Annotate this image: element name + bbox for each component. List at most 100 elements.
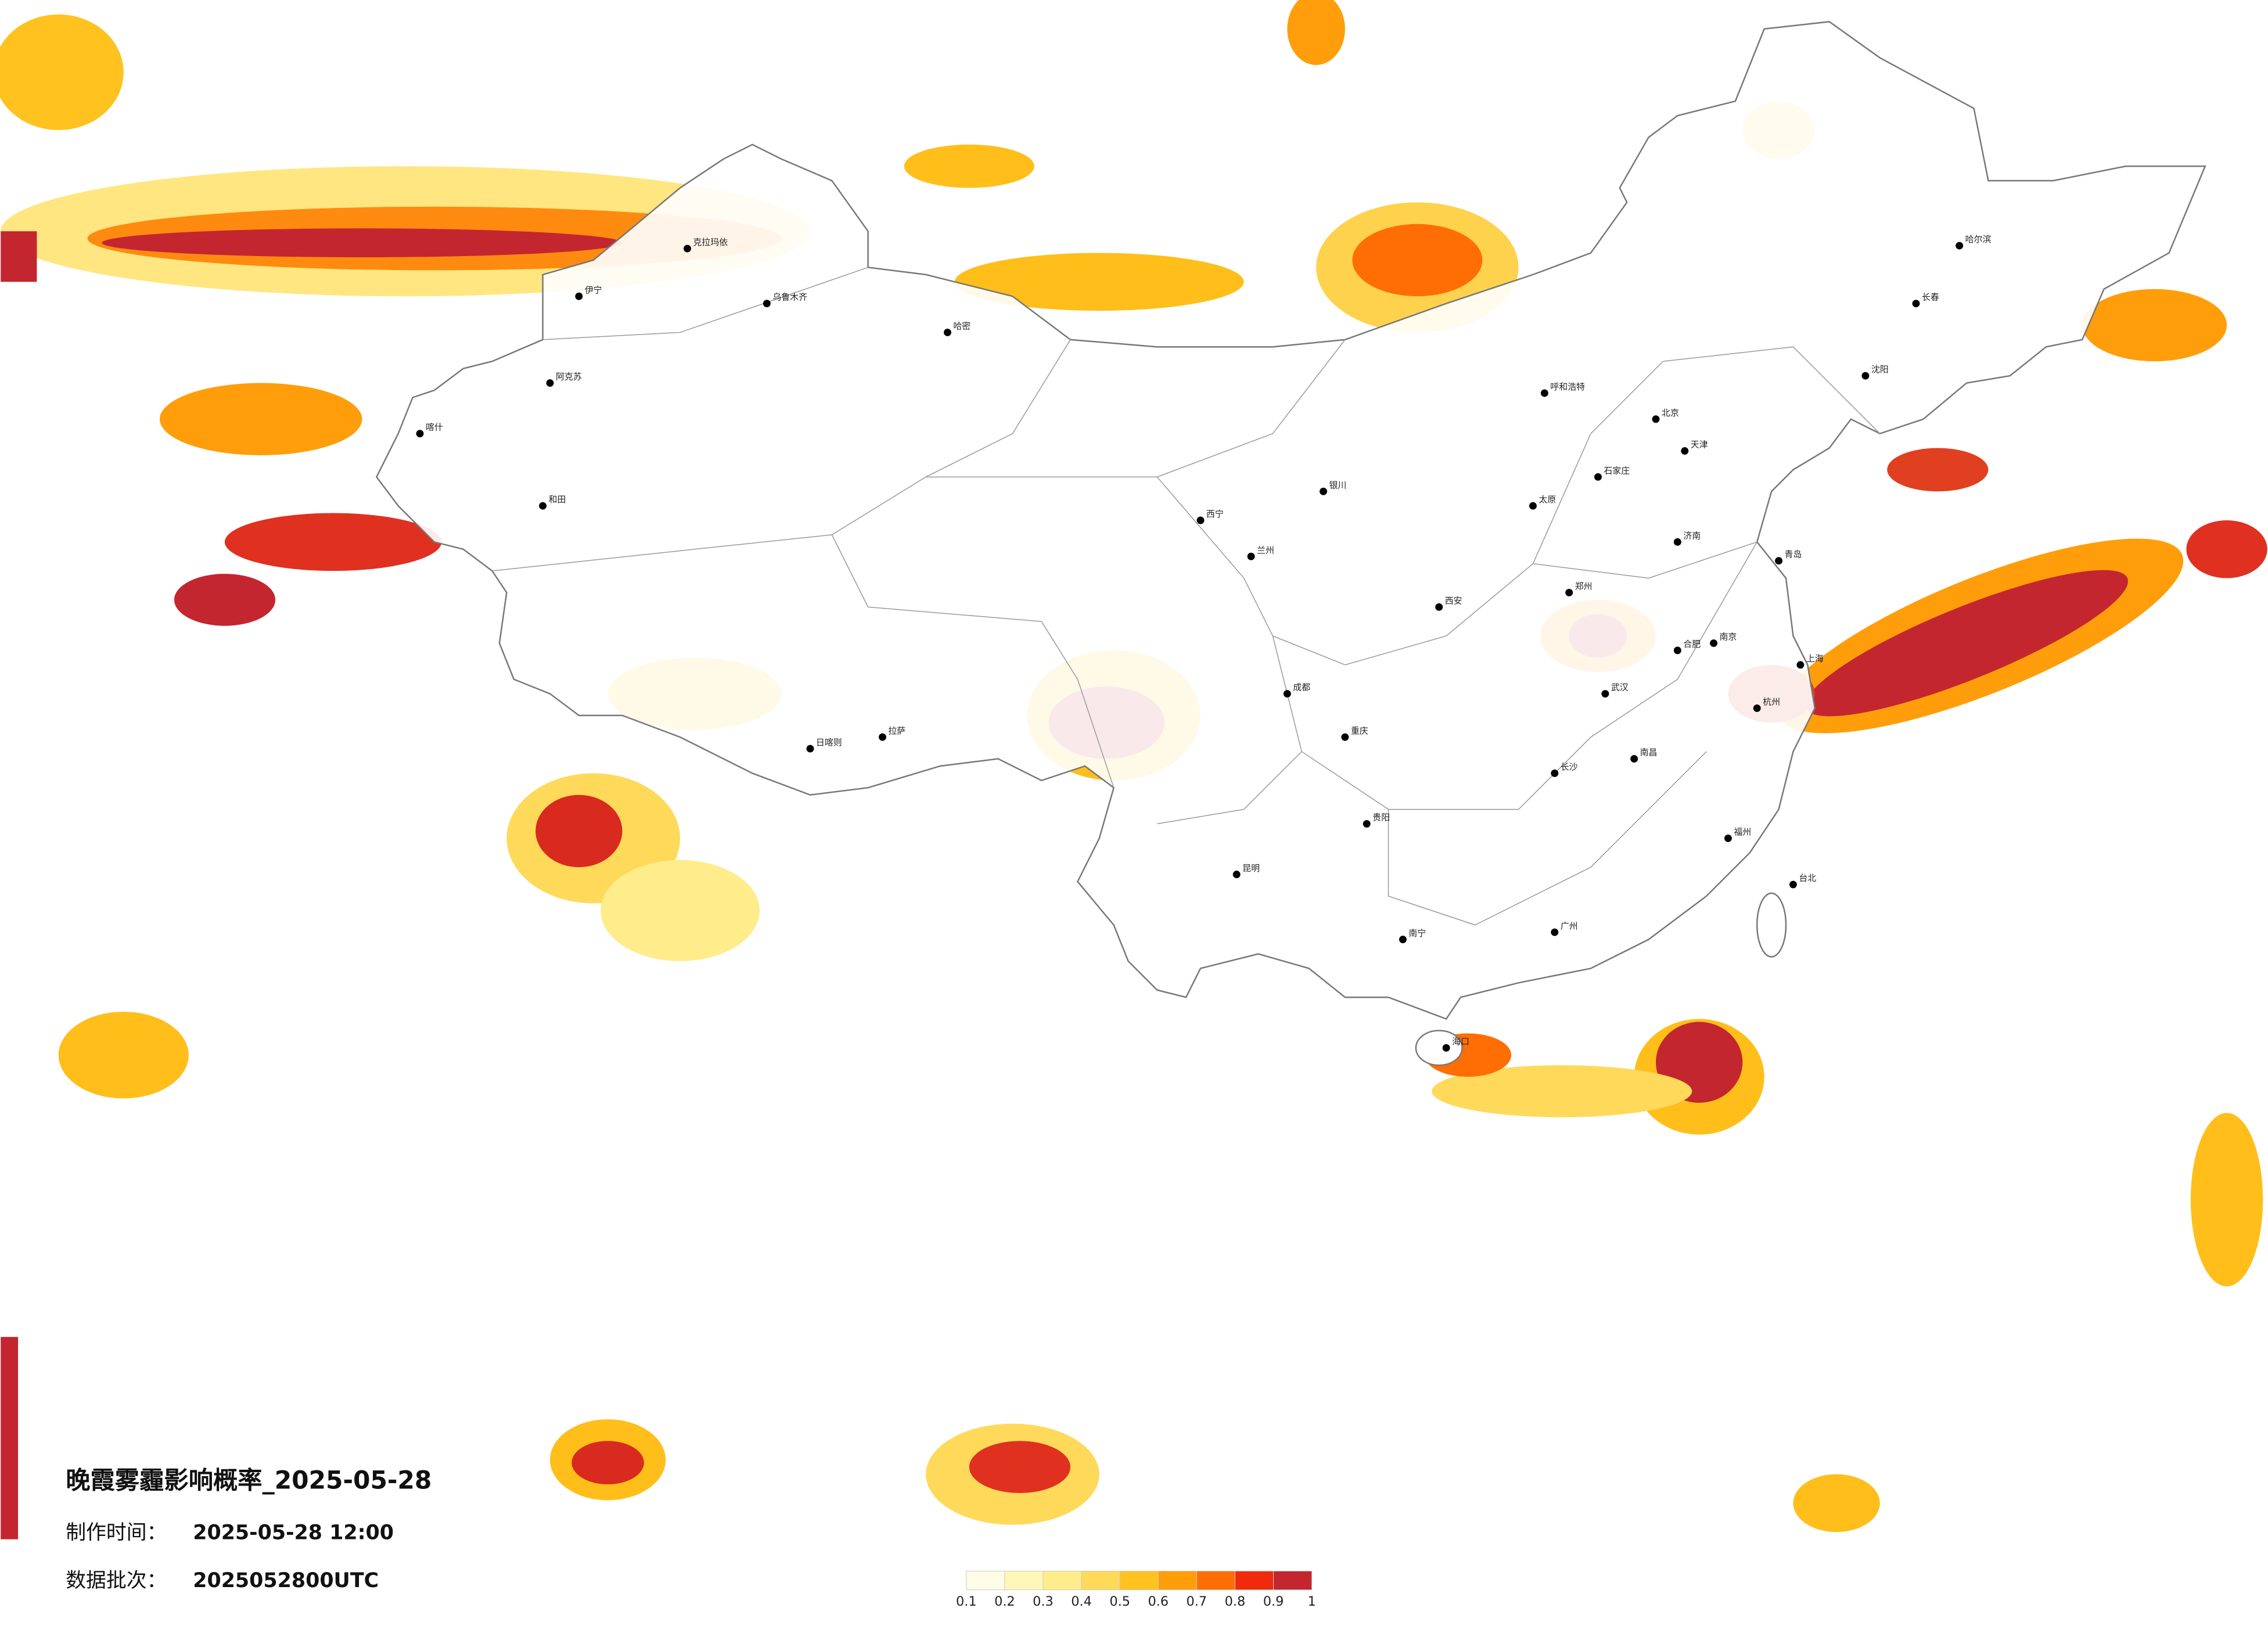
city-dot [1630, 755, 1638, 763]
city-label: 广州 [1561, 920, 1578, 931]
city-label: 南昌 [1640, 747, 1658, 758]
city-label: 北京 [1662, 408, 1679, 418]
haze-area [572, 1441, 644, 1485]
city-dot [1442, 1044, 1450, 1052]
legend-swatch [1004, 1570, 1044, 1591]
province-borders [492, 267, 1881, 926]
city-dot [1540, 389, 1548, 397]
city-label: 沈阳 [1871, 364, 1889, 375]
city-dot [1363, 820, 1371, 828]
city-dot [1681, 447, 1689, 455]
city-label: 石家庄 [1604, 465, 1630, 476]
city-dot [539, 502, 547, 510]
haze-area [0, 14, 124, 130]
haze-area [174, 574, 276, 626]
haze-area [1793, 1474, 1880, 1533]
city-label: 长春 [1922, 292, 1939, 303]
legend-swatch [1234, 1570, 1274, 1591]
city-dot [763, 300, 771, 308]
legend-swatch [1081, 1570, 1120, 1591]
map-title: 晚霞雾霾影响概率_2025-05-28 [66, 1466, 432, 1495]
legend-swatch [1158, 1570, 1197, 1591]
city-dot [1399, 936, 1407, 944]
haze-area [2186, 520, 2267, 578]
legend-swatch [1196, 1570, 1235, 1591]
legend-swatch [966, 1570, 1005, 1591]
legend-label: 0.2 [994, 1594, 1015, 1609]
batch-value: 2025052800UTC [193, 1569, 379, 1592]
city-label: 克拉玛依 [693, 237, 728, 247]
city-dot [1565, 588, 1573, 596]
city-dot [943, 328, 951, 336]
hainan-border [1415, 1030, 1463, 1066]
city-label: 西安 [1445, 595, 1462, 606]
city-label: 长沙 [1561, 762, 1578, 772]
haze-area [159, 383, 362, 455]
city-dot [1283, 690, 1291, 698]
haze-area [2190, 1113, 2263, 1287]
city-dot [1796, 661, 1805, 669]
taiwan-border [1756, 892, 1787, 958]
legend-swatch [1043, 1570, 1082, 1591]
city-dot [1789, 880, 1797, 888]
city-label: 哈密 [953, 321, 971, 331]
city-dot [1196, 516, 1205, 524]
legend-label: 0.3 [1033, 1594, 1054, 1609]
city-dot [1594, 473, 1602, 481]
batch-label: 数据批次： [66, 1569, 167, 1592]
city-label: 济南 [1683, 530, 1701, 541]
city-label: 西宁 [1206, 509, 1224, 519]
city-label: 南京 [1720, 632, 1737, 642]
city-dot [1775, 557, 1783, 565]
city-dot [1341, 733, 1349, 741]
city-dot [546, 379, 554, 387]
city-label: 贵阳 [1372, 812, 1390, 823]
city-label: 重庆 [1351, 725, 1368, 736]
city-dot [1652, 415, 1660, 423]
city-label: 太原 [1539, 494, 1556, 505]
city-dot [878, 733, 886, 741]
city-dot [1710, 639, 1718, 647]
city-label: 兰州 [1257, 545, 1274, 555]
haze-area [904, 144, 1034, 188]
city-label: 杭州 [1763, 697, 1780, 707]
city-dot [683, 244, 691, 253]
legend-label: 0.8 [1225, 1594, 1246, 1609]
city-dot [1956, 242, 1964, 250]
legend-label: 0.6 [1148, 1594, 1169, 1609]
haze-area [102, 228, 623, 258]
city-label: 伊宁 [585, 285, 602, 295]
city-label: 乌鲁木齐 [772, 292, 807, 303]
city-dot [806, 744, 814, 753]
haze-area [601, 859, 760, 962]
legend-label: 0.4 [1071, 1594, 1092, 1609]
city-dot [1601, 690, 1609, 698]
city-label: 哈尔滨 [1965, 234, 1992, 244]
city-label: 拉萨 [888, 725, 905, 736]
city-label: 郑州 [1575, 581, 1593, 591]
city-label: 和田 [549, 494, 566, 505]
legend-label: 0.7 [1187, 1594, 1207, 1609]
made-time-value: 2025-05-28 12:00 [193, 1521, 394, 1545]
city-dot [1673, 646, 1681, 654]
city-dot [1912, 300, 1920, 308]
haze-area [535, 794, 623, 868]
city-label: 海口 [1452, 1036, 1469, 1046]
city-label: 南宁 [1408, 928, 1426, 938]
city-dot [1724, 834, 1732, 843]
city-dot [1551, 769, 1559, 778]
haze-area [1352, 224, 1483, 297]
city-dot [1320, 487, 1328, 495]
city-label: 天津 [1691, 440, 1708, 450]
city-label: 喀什 [426, 422, 443, 433]
city-label: 呼和浩特 [1550, 382, 1585, 392]
city-dot [1861, 372, 1870, 380]
city-dot [1753, 704, 1761, 713]
city-dot [1529, 502, 1537, 510]
legend-swatch [1273, 1570, 1313, 1591]
legend-label: 0.1 [956, 1594, 977, 1609]
made-time-label: 制作时间： [66, 1521, 167, 1545]
legend-swatch [1119, 1570, 1159, 1591]
